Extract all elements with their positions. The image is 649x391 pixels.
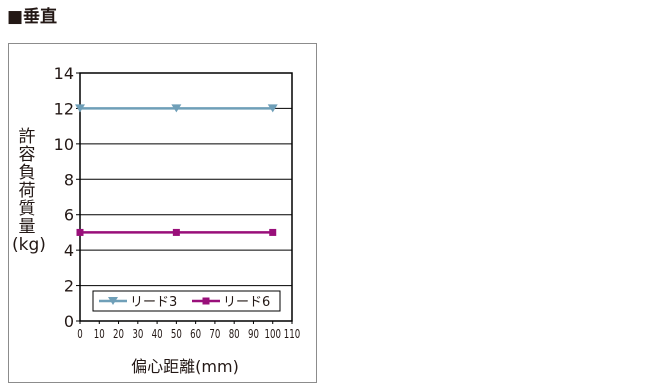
plot-area — [79, 72, 293, 322]
data-point — [267, 104, 278, 113]
x-tick-label: 60 — [190, 328, 201, 342]
x-tick-label: 90 — [248, 328, 259, 342]
x-tick-label: 80 — [229, 328, 240, 342]
y-tick-label: 14 — [54, 64, 74, 83]
chart-grid — [80, 107, 292, 287]
data-point — [108, 297, 118, 305]
legend-box — [92, 290, 281, 312]
y-axis-label-char: 荷 — [18, 181, 36, 201]
chart-series — [75, 104, 278, 236]
y-axis-label-char: 許 — [18, 127, 36, 147]
y-axis-label-char: 負 — [18, 163, 36, 183]
y-axis-ticks: 0 2 4 6 8 10 12 14 — [54, 64, 80, 331]
x-tick-label: 0 — [77, 328, 83, 342]
x-tick-label: 10 — [94, 328, 105, 342]
data-point — [202, 297, 210, 305]
y-axis-label-char: 量 — [18, 217, 36, 237]
data-point — [171, 104, 182, 113]
y-axis-label-char: 質 — [18, 199, 36, 219]
y-tick-label: 6 — [64, 206, 74, 225]
chart-legend: リード3 リード6 — [92, 290, 281, 312]
x-tick-label: 30 — [132, 328, 143, 342]
x-tick-label: 50 — [171, 328, 182, 342]
x-tick-label: 40 — [152, 328, 163, 342]
x-tick-label: 100 — [264, 328, 280, 342]
data-point — [76, 228, 84, 236]
x-axis-ticks: 0 10 20 30 40 50 60 70 80 90 100 110 — [77, 321, 300, 341]
y-tick-label: 12 — [54, 99, 74, 118]
chart-frame — [8, 43, 317, 383]
y-axis-label-char: 容 — [18, 145, 36, 165]
y-tick-label: 8 — [64, 170, 74, 189]
page-title: ■垂直 — [7, 7, 58, 27]
y-tick-label: 0 — [64, 312, 74, 331]
data-point — [75, 104, 85, 113]
legend-label: リード3 — [130, 295, 177, 310]
y-tick-label: 4 — [64, 241, 74, 260]
data-point — [269, 228, 277, 236]
x-tick-label: 70 — [209, 328, 220, 342]
x-tick-label: 20 — [113, 328, 124, 342]
legend-label: リード6 — [223, 295, 270, 310]
y-axis-label: 許容負荷質量 (kg) — [12, 127, 46, 255]
y-tick-label: 2 — [64, 277, 74, 296]
y-axis-unit: (kg) — [12, 235, 46, 255]
y-tick-label: 10 — [54, 135, 74, 154]
x-tick-label: 110 — [284, 328, 300, 342]
x-axis-label: 偏心距離(mm) — [131, 357, 239, 376]
data-point — [172, 228, 180, 236]
